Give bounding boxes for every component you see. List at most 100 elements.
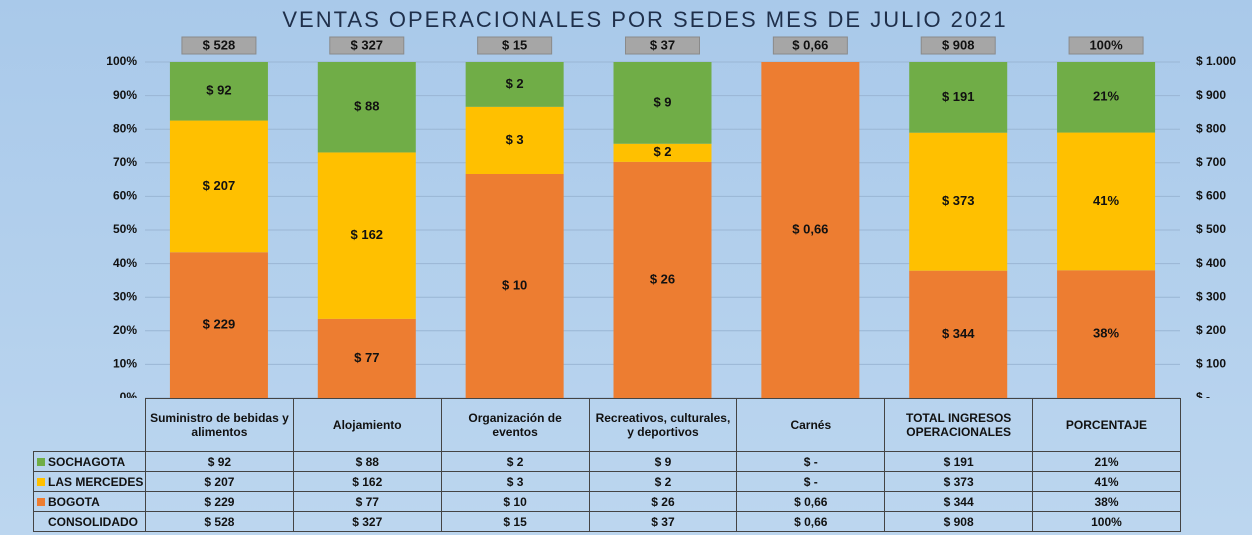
total-label: $ 528 <box>203 37 236 52</box>
y2-tick-label: $ 700 <box>1196 155 1226 169</box>
table-row: CONSOLIDADO $ 528 $ 327 $ 15 $ 37 $ 0,66 $ 908… <box>33 511 1181 532</box>
bar-segment <box>909 270 1008 398</box>
y-tick-label: 70% <box>113 155 137 169</box>
table-cell: $ 15 <box>440 511 590 532</box>
legend-swatch <box>37 497 45 506</box>
y2-tick-label: $ 200 <box>1196 323 1226 337</box>
total-label: $ 908 <box>942 37 975 52</box>
bar-segment <box>613 62 712 144</box>
data-label: $ 92 <box>206 83 231 98</box>
legend-label: LAS MERCEDES <box>48 474 144 489</box>
table-row: LAS MERCEDES $ 207 $ 162 $ 3 $ 2 $ - $ 373 41% <box>33 471 1181 492</box>
data-label: $ 191 <box>942 89 975 104</box>
bar-segment <box>317 152 416 319</box>
row-label: CONSOLIDADO <box>33 511 146 532</box>
total-label: 100% <box>1089 37 1123 52</box>
bar-segment <box>169 62 268 121</box>
y2-tick-label: $ 100 <box>1196 357 1226 371</box>
total-box <box>1068 36 1144 55</box>
bar-segment <box>613 161 712 398</box>
y2-tick-label: $ - <box>1196 390 1210 398</box>
y2-tick-label: $ 400 <box>1196 256 1226 270</box>
category-label: TOTAL INGRESOS OPERACIONALES <box>884 398 1034 452</box>
bar-segment <box>1057 270 1156 398</box>
table-cell: $ 10 <box>440 491 590 512</box>
bar-segment <box>317 62 416 153</box>
y2-tick-label: $ 800 <box>1196 121 1226 135</box>
data-label: $ 373 <box>942 193 975 208</box>
table-cell: $ 0,66 <box>736 491 886 512</box>
table-cell: $ 2 <box>440 451 590 472</box>
total-label: $ 327 <box>351 37 384 52</box>
total-label: $ 0,66 <box>792 37 828 52</box>
total-box <box>181 36 257 55</box>
table-row: BOGOTA $ 229 $ 77 $ 10 $ 26 $ 0,66 $ 344 38% <box>33 491 1181 512</box>
table-cell: $ - <box>736 451 886 472</box>
table-cell: $ 373 <box>884 471 1034 492</box>
table-cell: $ 162 <box>292 471 442 492</box>
bar-segment <box>465 174 564 398</box>
table-cell: $ 26 <box>588 491 738 512</box>
table-row: SOCHAGOTA $ 92 $ 88 $ 2 $ 9 $ - $ 191 21% <box>33 451 1181 472</box>
legend-label: CONSOLIDADO <box>48 514 138 529</box>
data-label: 41% <box>1093 193 1119 208</box>
y2-tick-label: $ 300 <box>1196 289 1226 303</box>
y-tick-label: 50% <box>113 222 137 236</box>
data-label: $ 26 <box>650 271 675 286</box>
data-table: Suministro de bebidas y alimentos Alojami… <box>33 398 1181 532</box>
table-cell: 100% <box>1032 511 1181 532</box>
data-label: 38% <box>1093 326 1119 341</box>
table-cell: $ 207 <box>145 471 294 492</box>
table-cell: $ 528 <box>145 511 294 532</box>
category-label: Organización de eventos <box>440 398 590 452</box>
bar-segment <box>909 132 1008 271</box>
table-cell: $ 0,66 <box>736 511 886 532</box>
data-label: $ 77 <box>354 350 379 365</box>
data-label: $ 2 <box>506 76 524 91</box>
table-cell: $ 344 <box>884 491 1034 512</box>
table-cell: $ 88 <box>292 451 442 472</box>
bar-segment <box>613 143 712 162</box>
chart-title: VENTAS OPERACIONALES POR SEDES MES DE JU… <box>282 7 1007 32</box>
data-label: $ 344 <box>942 326 975 341</box>
legend-label: BOGOTA <box>48 494 100 509</box>
table-cell: $ 3 <box>440 471 590 492</box>
table-cell: $ 92 <box>145 451 294 472</box>
table-cell: 38% <box>1032 491 1181 512</box>
data-label: $ 3 <box>506 132 524 147</box>
y-tick-label: 60% <box>113 189 137 203</box>
row-label: SOCHAGOTA <box>33 451 146 472</box>
table-cell: $ 229 <box>145 491 294 512</box>
category-label: Alojamiento <box>292 398 442 452</box>
bar-segment <box>465 62 564 107</box>
bar-segment <box>909 62 1008 133</box>
total-box <box>477 36 553 55</box>
category-label: PORCENTAJE <box>1032 398 1181 452</box>
legend-swatch <box>37 457 45 466</box>
chart: VENTAS OPERACIONALES POR SEDES MES DE JU… <box>106 7 1236 398</box>
y-tick-label: 80% <box>113 121 137 135</box>
category-label: Recreativos, culturales, y deportivos <box>588 398 738 452</box>
table-cell: $ 37 <box>588 511 738 532</box>
table-cell: $ 908 <box>884 511 1034 532</box>
data-label: $ 207 <box>203 178 236 193</box>
row-label: LAS MERCEDES <box>33 471 146 492</box>
y2-tick-label: $ 600 <box>1196 189 1226 203</box>
data-label: $ 2 <box>653 144 671 159</box>
total-label: $ 15 <box>502 37 527 52</box>
data-label: $ 9 <box>653 94 671 109</box>
table-cell: 41% <box>1032 471 1181 492</box>
bar-segment <box>1057 132 1156 271</box>
category-label: Carnés <box>736 398 886 452</box>
data-label: 21% <box>1093 89 1119 104</box>
data-label: $ 0,66 <box>792 221 828 236</box>
y2-tick-label: $ 900 <box>1196 88 1226 102</box>
table-cell: $ 77 <box>292 491 442 512</box>
bar-segment <box>169 120 268 253</box>
table-cell: $ - <box>736 471 886 492</box>
legend-label: SOCHAGOTA <box>48 454 126 469</box>
y-tick-label: 90% <box>113 88 137 102</box>
category-label: Suministro de bebidas y alimentos <box>145 398 294 452</box>
data-label: $ 229 <box>203 317 236 332</box>
